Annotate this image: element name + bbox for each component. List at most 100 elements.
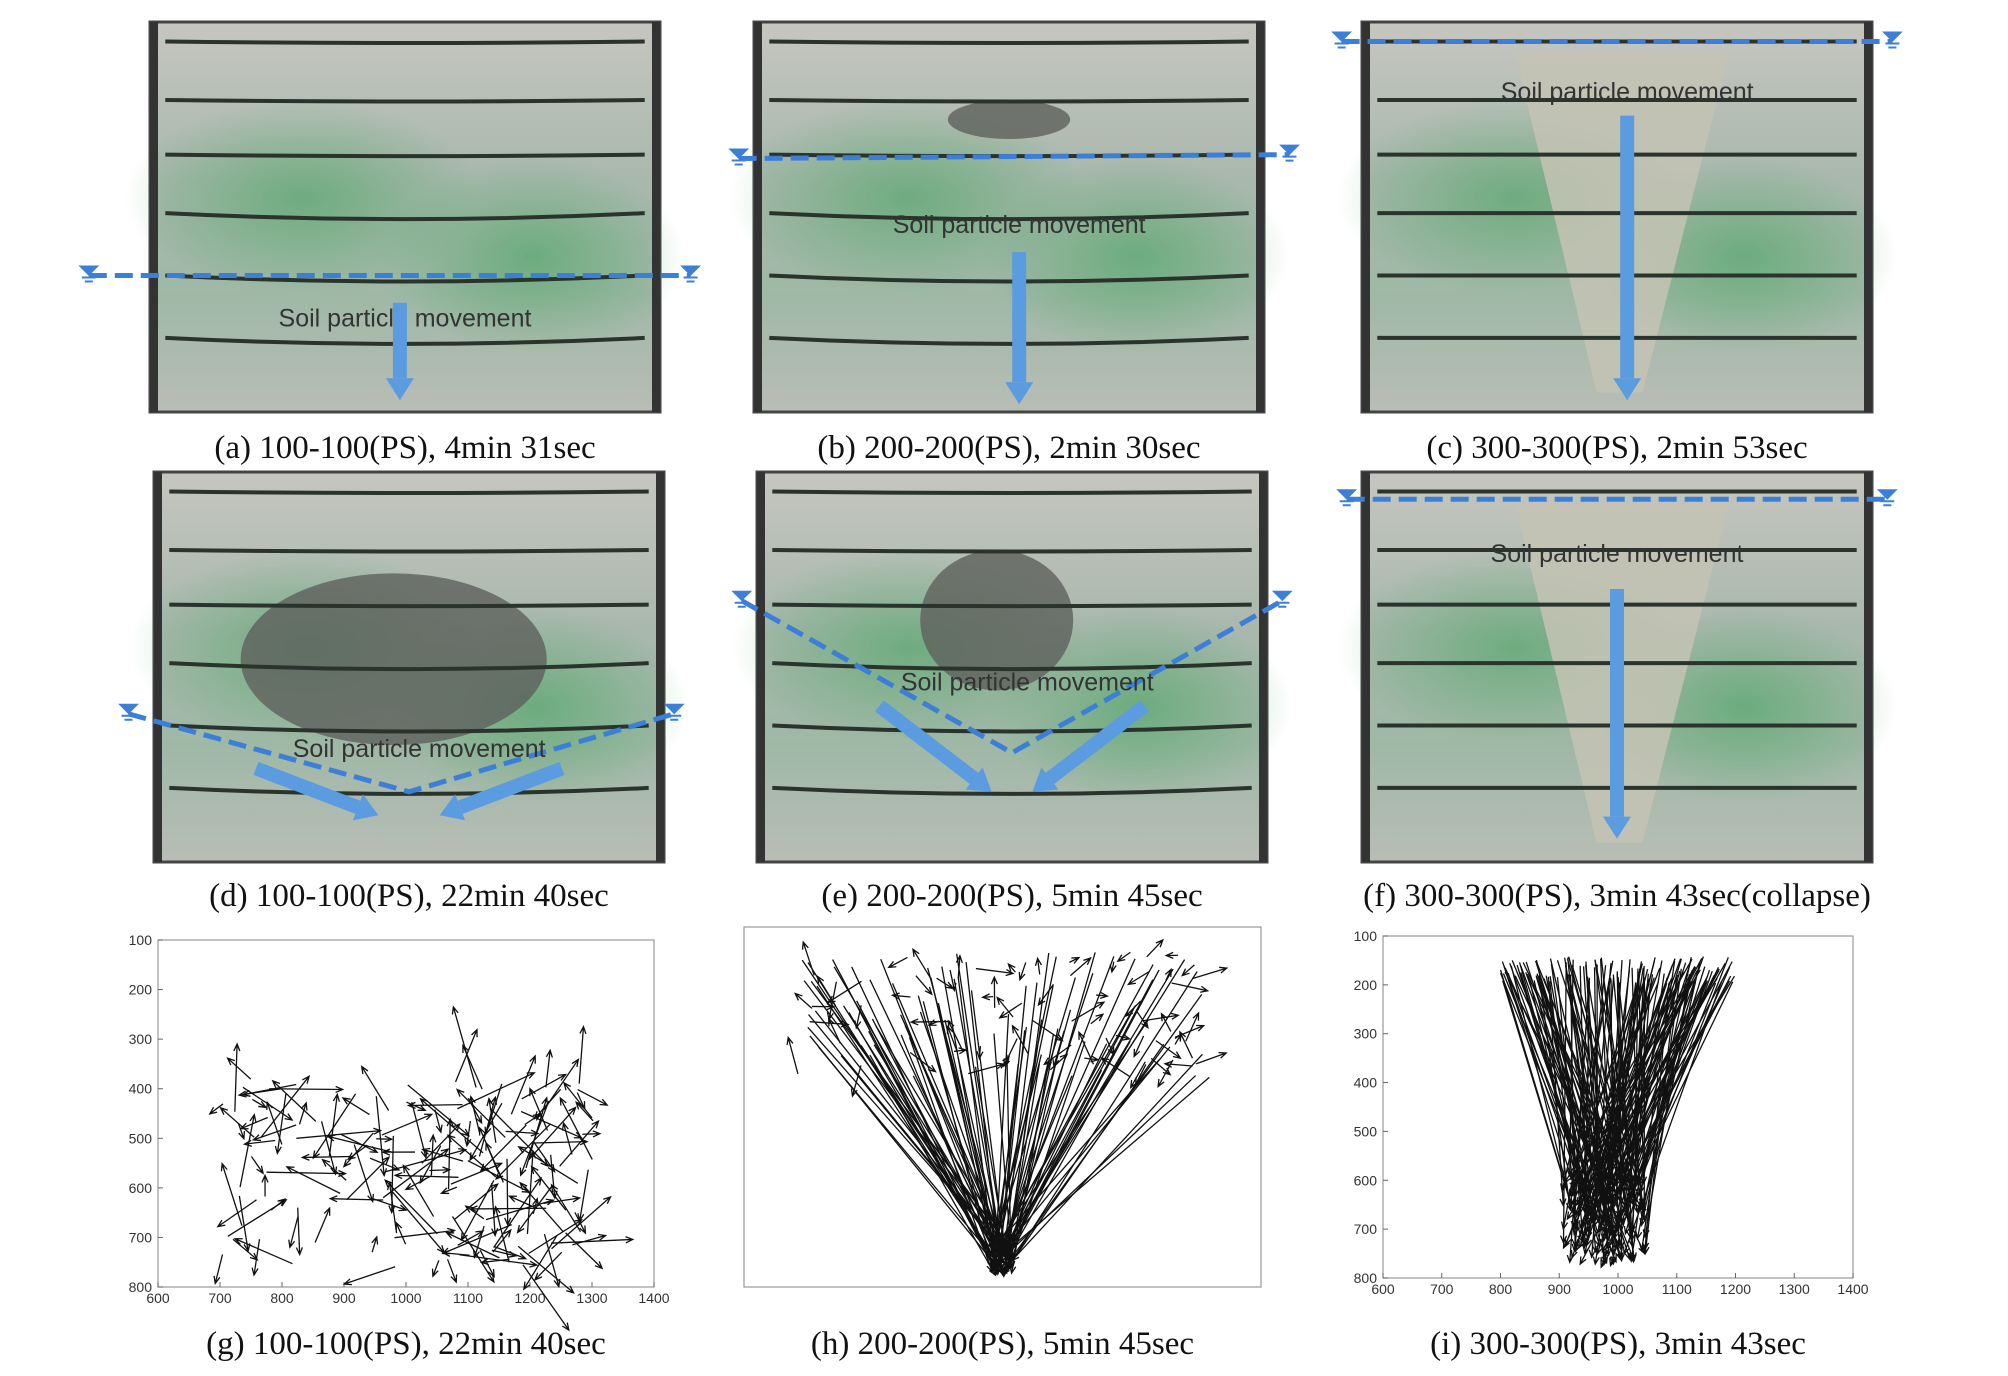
displacement-vector: [394, 1227, 457, 1239]
soil-layer-line: [165, 211, 645, 222]
displacement-vector: [1129, 1061, 1146, 1089]
soil-layer-line: [772, 723, 1252, 734]
displacement-vector: [353, 1144, 375, 1204]
displacement-vector: [521, 1073, 568, 1100]
soil-layer-line: [169, 723, 649, 734]
soil-layer-line: [165, 98, 645, 104]
displacement-vector: [479, 1249, 495, 1279]
displacement-vector: [786, 1035, 799, 1075]
displacement-vector: [328, 1092, 341, 1157]
displacement-vector: [346, 1156, 391, 1201]
displacement-vector: [252, 1098, 268, 1109]
displacement-vector: [1639, 981, 1691, 1217]
soil-layer-line: [769, 273, 1249, 284]
vector-plot: 600 700 800 900 1000 1100 1200 1300 1400 100 200 30…: [129, 932, 670, 1332]
y-tick-label: 500: [129, 1130, 153, 1146]
water-level-symbol: [1881, 31, 1903, 49]
displacement-vector: [1109, 961, 1117, 974]
displacement-vector: [1595, 970, 1631, 1224]
caption: (i) 300-300(PS), 3min 43sec: [1430, 1326, 1806, 1362]
displacement-vector: [577, 1169, 589, 1223]
displacement-vector: [1181, 964, 1195, 977]
x-tick-label: 1000: [1602, 1281, 1633, 1297]
soil-layer-line: [772, 548, 1252, 554]
displacement-vector: [1179, 1030, 1194, 1059]
displacement-vector: [295, 1207, 304, 1257]
displacement-vector: [1146, 938, 1164, 958]
photo-panel: Soil particle movement: [728, 20, 1300, 414]
caption: (b) 200-200(PS), 2min 30sec: [817, 430, 1200, 466]
displacement-vector: [551, 1195, 612, 1250]
displacement-vector: [385, 1147, 468, 1173]
photo-panel: Soil particle movement: [1336, 470, 1898, 864]
displacement-vector: [341, 1097, 370, 1116]
displacement-vector: [520, 1110, 583, 1139]
frame-post: [656, 472, 664, 862]
displacement-vector: [1537, 979, 1614, 1236]
displacement-vector: [955, 954, 963, 979]
displacement-vector: [360, 1065, 390, 1111]
x-tick-label: 1200: [1720, 1281, 1751, 1297]
displacement-vector: [1599, 958, 1617, 1266]
displacement-vector: [525, 1096, 549, 1169]
displacement-vector: [237, 1122, 246, 1141]
soil-layer-line: [165, 39, 645, 45]
annotation: Soil particle movement: [293, 735, 546, 763]
soil-layer-line: [769, 98, 1249, 104]
displacement-vector: [490, 1183, 499, 1238]
water-level-symbol: [1279, 144, 1300, 162]
displacement-vector: [562, 1081, 593, 1119]
displacement-vector: [1510, 965, 1579, 1231]
y-tick-label: 700: [1354, 1221, 1378, 1237]
soil-layer-line: [169, 489, 649, 495]
water-level-symbol: [118, 703, 139, 721]
green-dye: [379, 158, 686, 354]
displacement-vector: [388, 1135, 396, 1215]
displacement-vector: [572, 1233, 608, 1246]
displacement-vector: [260, 1075, 311, 1138]
displacement-vector: [429, 1133, 437, 1176]
y-tick-label: 600: [1354, 1172, 1378, 1188]
displacement-vector: [1536, 973, 1625, 1227]
displacement-vector: [216, 1199, 257, 1228]
photo-panel: Soil particle movement: [118, 470, 690, 864]
displacement-vector: [533, 1251, 563, 1282]
displacement-vector: [434, 1109, 443, 1134]
vector-plot: 600 700 800 900 1000 1100 1200 1300 1400 100 200 30…: [1354, 928, 1869, 1297]
cavity: [920, 550, 1074, 691]
photo-panel: Soil particle movement: [1331, 20, 1903, 414]
caption: (a) 100-100(PS), 4min 31sec: [214, 430, 595, 466]
displacement-vector: [561, 1121, 573, 1155]
displacement-vector: [850, 1065, 862, 1098]
displacement-vector: [975, 967, 1015, 977]
displacement-vector: [404, 1175, 432, 1191]
displacement-vector: [909, 1018, 951, 1026]
frame-post: [154, 472, 162, 862]
displacement-vector: [576, 1092, 586, 1111]
soil-layer-line: [772, 661, 1252, 672]
soil-layer-line: [769, 335, 1249, 346]
frame-post: [150, 22, 158, 412]
displacement-vector: [382, 1148, 450, 1199]
movement-arrow: [457, 761, 565, 814]
displacement-vector: [493, 1176, 542, 1248]
annotation: Soil particle movement: [1491, 540, 1744, 568]
displacement-vector: [957, 1056, 1003, 1253]
x-tick-label: 1100: [453, 1290, 483, 1306]
frame-post: [652, 22, 660, 412]
displacement-vector: [492, 1228, 512, 1253]
displacement-vector: [493, 1245, 528, 1260]
annotation: Soil particle movement: [901, 669, 1154, 697]
displacement-vector: [523, 1235, 558, 1291]
x-tick-label: 1400: [638, 1290, 669, 1306]
y-tick-label: 200: [1354, 977, 1378, 993]
x-tick-label: 1300: [1779, 1281, 1810, 1297]
displacement-vector: [375, 1096, 388, 1178]
x-tick-label: 900: [1548, 1281, 1572, 1297]
displacement-vector: [917, 995, 1000, 1275]
frame-post: [1256, 22, 1264, 412]
displacement-vector: [250, 1156, 264, 1175]
y-tick-label: 600: [129, 1180, 153, 1196]
water-level-symbol: [1336, 489, 1358, 507]
displacement-vector: [915, 975, 933, 996]
